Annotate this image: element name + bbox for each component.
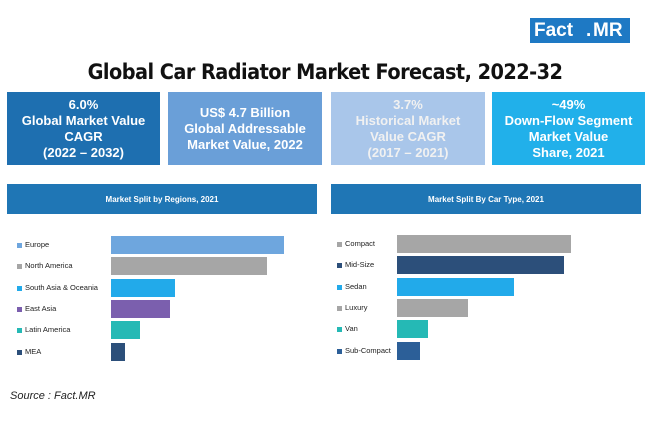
category-label: Europe <box>25 240 50 249</box>
legend-swatch <box>337 327 342 333</box>
kpi-label: Market Value, 2022 <box>187 136 303 152</box>
legend-swatch <box>17 264 22 270</box>
kpi-value: 6.0% <box>68 96 99 112</box>
category-label: South Asia & Oceania <box>25 282 98 292</box>
kpi-label: Value CAGR <box>370 128 446 144</box>
legend-swatch <box>337 284 342 290</box>
legend-swatch <box>17 328 22 334</box>
bar-europe <box>111 236 284 254</box>
bar-van <box>397 320 429 339</box>
legend-swatch <box>337 305 342 311</box>
category-label: Sedan <box>345 281 367 291</box>
kpi-card-market-cagr: 6.0% Global Market Value CAGR (2022 – 20… <box>7 92 160 165</box>
kpi-label: Historical Market <box>355 112 461 128</box>
bar-sedan <box>397 277 514 296</box>
legend-swatch <box>17 285 22 291</box>
legend-swatch <box>17 243 22 248</box>
bar-luxury <box>397 298 469 317</box>
category-label: East Asia <box>25 303 57 313</box>
kpi-label: Down-Flow Segment <box>504 112 633 128</box>
bar-latin-america <box>111 321 141 340</box>
category-label: Latin America <box>25 325 71 335</box>
kpi-period: Share, 2021 <box>532 144 605 160</box>
kpi-label: Market Value <box>528 128 609 144</box>
chart-header-car-type: Market Split By Car Type, 2021 <box>331 184 641 214</box>
kpi-card-market-value: US$ 4.7 Billion Global Addressable Marke… <box>168 92 322 165</box>
bar-sub-compact <box>397 341 420 360</box>
source-note: Source : Fact.MR <box>10 390 96 402</box>
kpi-label: Global Addressable <box>184 120 306 136</box>
logo-text-mr: MR <box>592 18 630 43</box>
category-label: Luxury <box>345 302 368 312</box>
kpi-card-segment-share: ~49% Down-Flow Segment Market Value Shar… <box>492 92 645 165</box>
kpi-period: (2017 – 2021) <box>367 144 449 160</box>
kpi-label: CAGR <box>64 128 103 144</box>
legend-swatch <box>17 349 22 355</box>
bar-compact <box>397 235 571 253</box>
legend-swatch <box>337 263 342 269</box>
kpi-value: 3.7% <box>393 96 423 112</box>
legend-swatch <box>337 242 342 247</box>
category-label: MEA <box>25 346 42 356</box>
bar-mid-size <box>397 256 565 275</box>
factmr-logo: Fact . MR <box>530 18 630 43</box>
category-label: Compact <box>345 239 376 248</box>
kpi-card-historical-cagr: 3.7% Historical Market Value CAGR (2017 … <box>331 92 485 165</box>
kpi-value: US$ 4.7 Billion <box>199 104 291 120</box>
legend-swatch <box>337 348 342 354</box>
bar-south-asia-oceania <box>111 278 175 297</box>
category-label: North America <box>25 261 73 271</box>
bar-east-asia <box>111 299 170 318</box>
page-title: Global Car Radiator Market Forecast, 202… <box>87 60 563 84</box>
kpi-value: ~49% <box>551 96 586 112</box>
category-label: Van <box>345 324 358 334</box>
bar-mea <box>111 342 125 361</box>
kpi-period: (2022 – 2032) <box>43 144 124 160</box>
logo-text-fact: Fact <box>530 18 586 43</box>
kpi-label: Global Market Value <box>21 112 146 128</box>
category-label: Sub-Compact <box>345 345 391 355</box>
category-label: Mid-Size <box>345 260 375 270</box>
chart-header-regions: Market Split by Regions, 2021 <box>7 184 317 214</box>
legend-swatch <box>17 306 22 312</box>
logo-text-dot: . <box>586 18 592 43</box>
bar-north-america <box>111 257 267 276</box>
